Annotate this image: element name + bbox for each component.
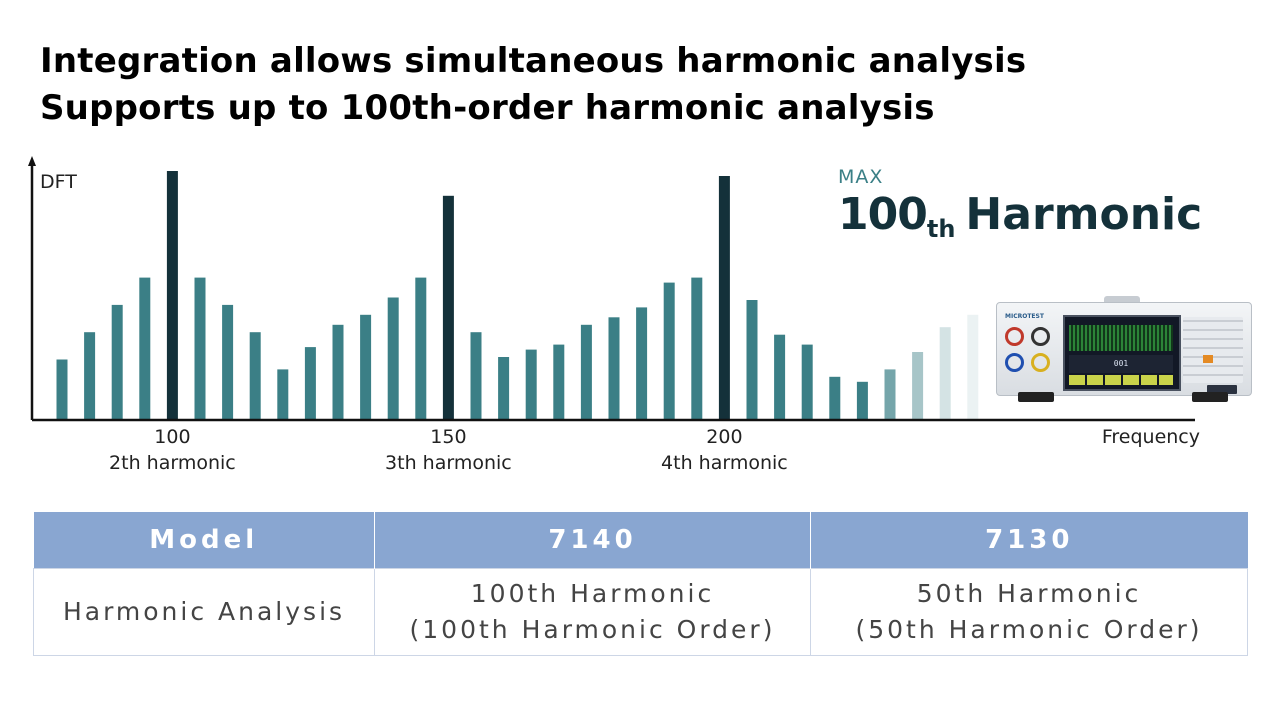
bar-peak — [442, 195, 454, 419]
bar-peak — [166, 171, 178, 419]
bar — [939, 327, 951, 419]
bar — [84, 332, 96, 419]
screen-softkeys — [1069, 375, 1173, 385]
bar — [746, 300, 758, 419]
tick-label-value: 100 — [154, 426, 190, 448]
bar — [663, 282, 675, 419]
device-keypad — [1183, 317, 1243, 383]
device-screen: 001 — [1063, 315, 1181, 391]
device-brand: MICROTEST — [1005, 313, 1044, 320]
bar — [387, 297, 399, 419]
cell-7140: 100th Harmonic (100th Harmonic Order) — [374, 568, 811, 656]
bar — [470, 332, 482, 419]
tick-label-harmonic: 4th harmonic — [661, 452, 788, 474]
max-harmonic-badge: MAX 100th Harmonic — [838, 166, 1202, 254]
bar — [498, 357, 510, 419]
yellow-jack-icon — [1031, 353, 1050, 372]
y-axis-arrow-icon — [28, 156, 36, 166]
y-axis-label: DFT — [40, 171, 77, 193]
table-header-row: Model 7140 7130 — [33, 512, 1248, 569]
cell-7140-line-2: (100th Harmonic Order) — [409, 615, 776, 644]
spec-table: Model 7140 7130 Harmonic Analysis 100th … — [33, 512, 1248, 656]
bar-group — [56, 171, 979, 419]
bar — [415, 277, 427, 419]
max-label: MAX — [838, 166, 884, 188]
blue-jack-icon — [1005, 353, 1024, 372]
bar — [360, 314, 372, 419]
bar — [691, 277, 703, 419]
screen-waveform — [1069, 325, 1173, 351]
bar — [553, 344, 565, 419]
red-jack-icon — [1005, 327, 1024, 346]
bar — [332, 324, 344, 419]
max-suffix: th — [926, 215, 956, 243]
bar — [249, 332, 261, 419]
row-label-harmonic-analysis: Harmonic Analysis — [33, 568, 375, 656]
tick-label-value: 200 — [706, 426, 742, 448]
bar — [56, 359, 68, 419]
bar — [884, 369, 896, 419]
table-row: Harmonic Analysis 100th Harmonic (100th … — [33, 568, 1248, 656]
header-model: Model — [33, 512, 375, 569]
slide-title: Integration allows simultaneous harmonic… — [40, 38, 1026, 132]
bar-peak — [718, 176, 730, 419]
bar — [967, 314, 979, 419]
bar — [194, 277, 206, 419]
header-7140: 7140 — [374, 512, 811, 569]
cell-7140-line-1: 100th Harmonic — [470, 579, 715, 608]
cell-7130-line-2: (50th Harmonic Order) — [855, 615, 1203, 644]
orange-key-icon — [1203, 355, 1213, 363]
bar — [856, 381, 868, 419]
title-line-1: Integration allows simultaneous harmonic… — [40, 41, 1027, 81]
bar — [636, 307, 648, 419]
max-number: 100 — [838, 189, 928, 240]
device-foot-left — [1018, 392, 1054, 402]
max-word: Harmonic — [965, 189, 1203, 240]
bar — [801, 344, 813, 419]
bar — [608, 317, 620, 419]
bar — [525, 349, 537, 419]
bar — [111, 304, 123, 419]
bar — [829, 376, 841, 419]
bar — [580, 324, 592, 419]
device-body: MICROTEST 001 — [996, 302, 1252, 396]
bar — [774, 334, 786, 419]
power-analyzer-device-image: MICROTEST 001 — [996, 296, 1252, 404]
device-handle — [1104, 296, 1140, 304]
title-line-2: Supports up to 100th-order harmonic anal… — [40, 88, 935, 128]
cell-7130: 50th Harmonic (50th Harmonic Order) — [810, 568, 1248, 656]
power-button-icon — [1207, 385, 1237, 394]
bar — [912, 352, 924, 419]
header-7130: 7130 — [810, 512, 1248, 569]
bar — [277, 369, 289, 419]
black-jack-icon — [1031, 327, 1050, 346]
screen-readout: 001 — [1069, 355, 1173, 373]
bar — [304, 347, 316, 419]
max-value: 100th Harmonic — [838, 190, 1202, 254]
bar — [222, 304, 234, 419]
tick-label-value: 150 — [430, 426, 466, 448]
cell-7130-line-1: 50th Harmonic — [916, 579, 1142, 608]
harmonic-bar-chart: DFT Frequency 100 2th harmonic 150 3th harm… — [28, 156, 1200, 474]
bar — [139, 277, 151, 419]
tick-label-group: 100 2th harmonic 150 3th harmonic 200 4th har… — [109, 426, 788, 474]
x-axis-label: Frequency — [1102, 426, 1200, 448]
device-foot-right — [1192, 392, 1228, 402]
tick-label-harmonic: 3th harmonic — [385, 452, 512, 474]
tick-label-harmonic: 2th harmonic — [109, 452, 236, 474]
